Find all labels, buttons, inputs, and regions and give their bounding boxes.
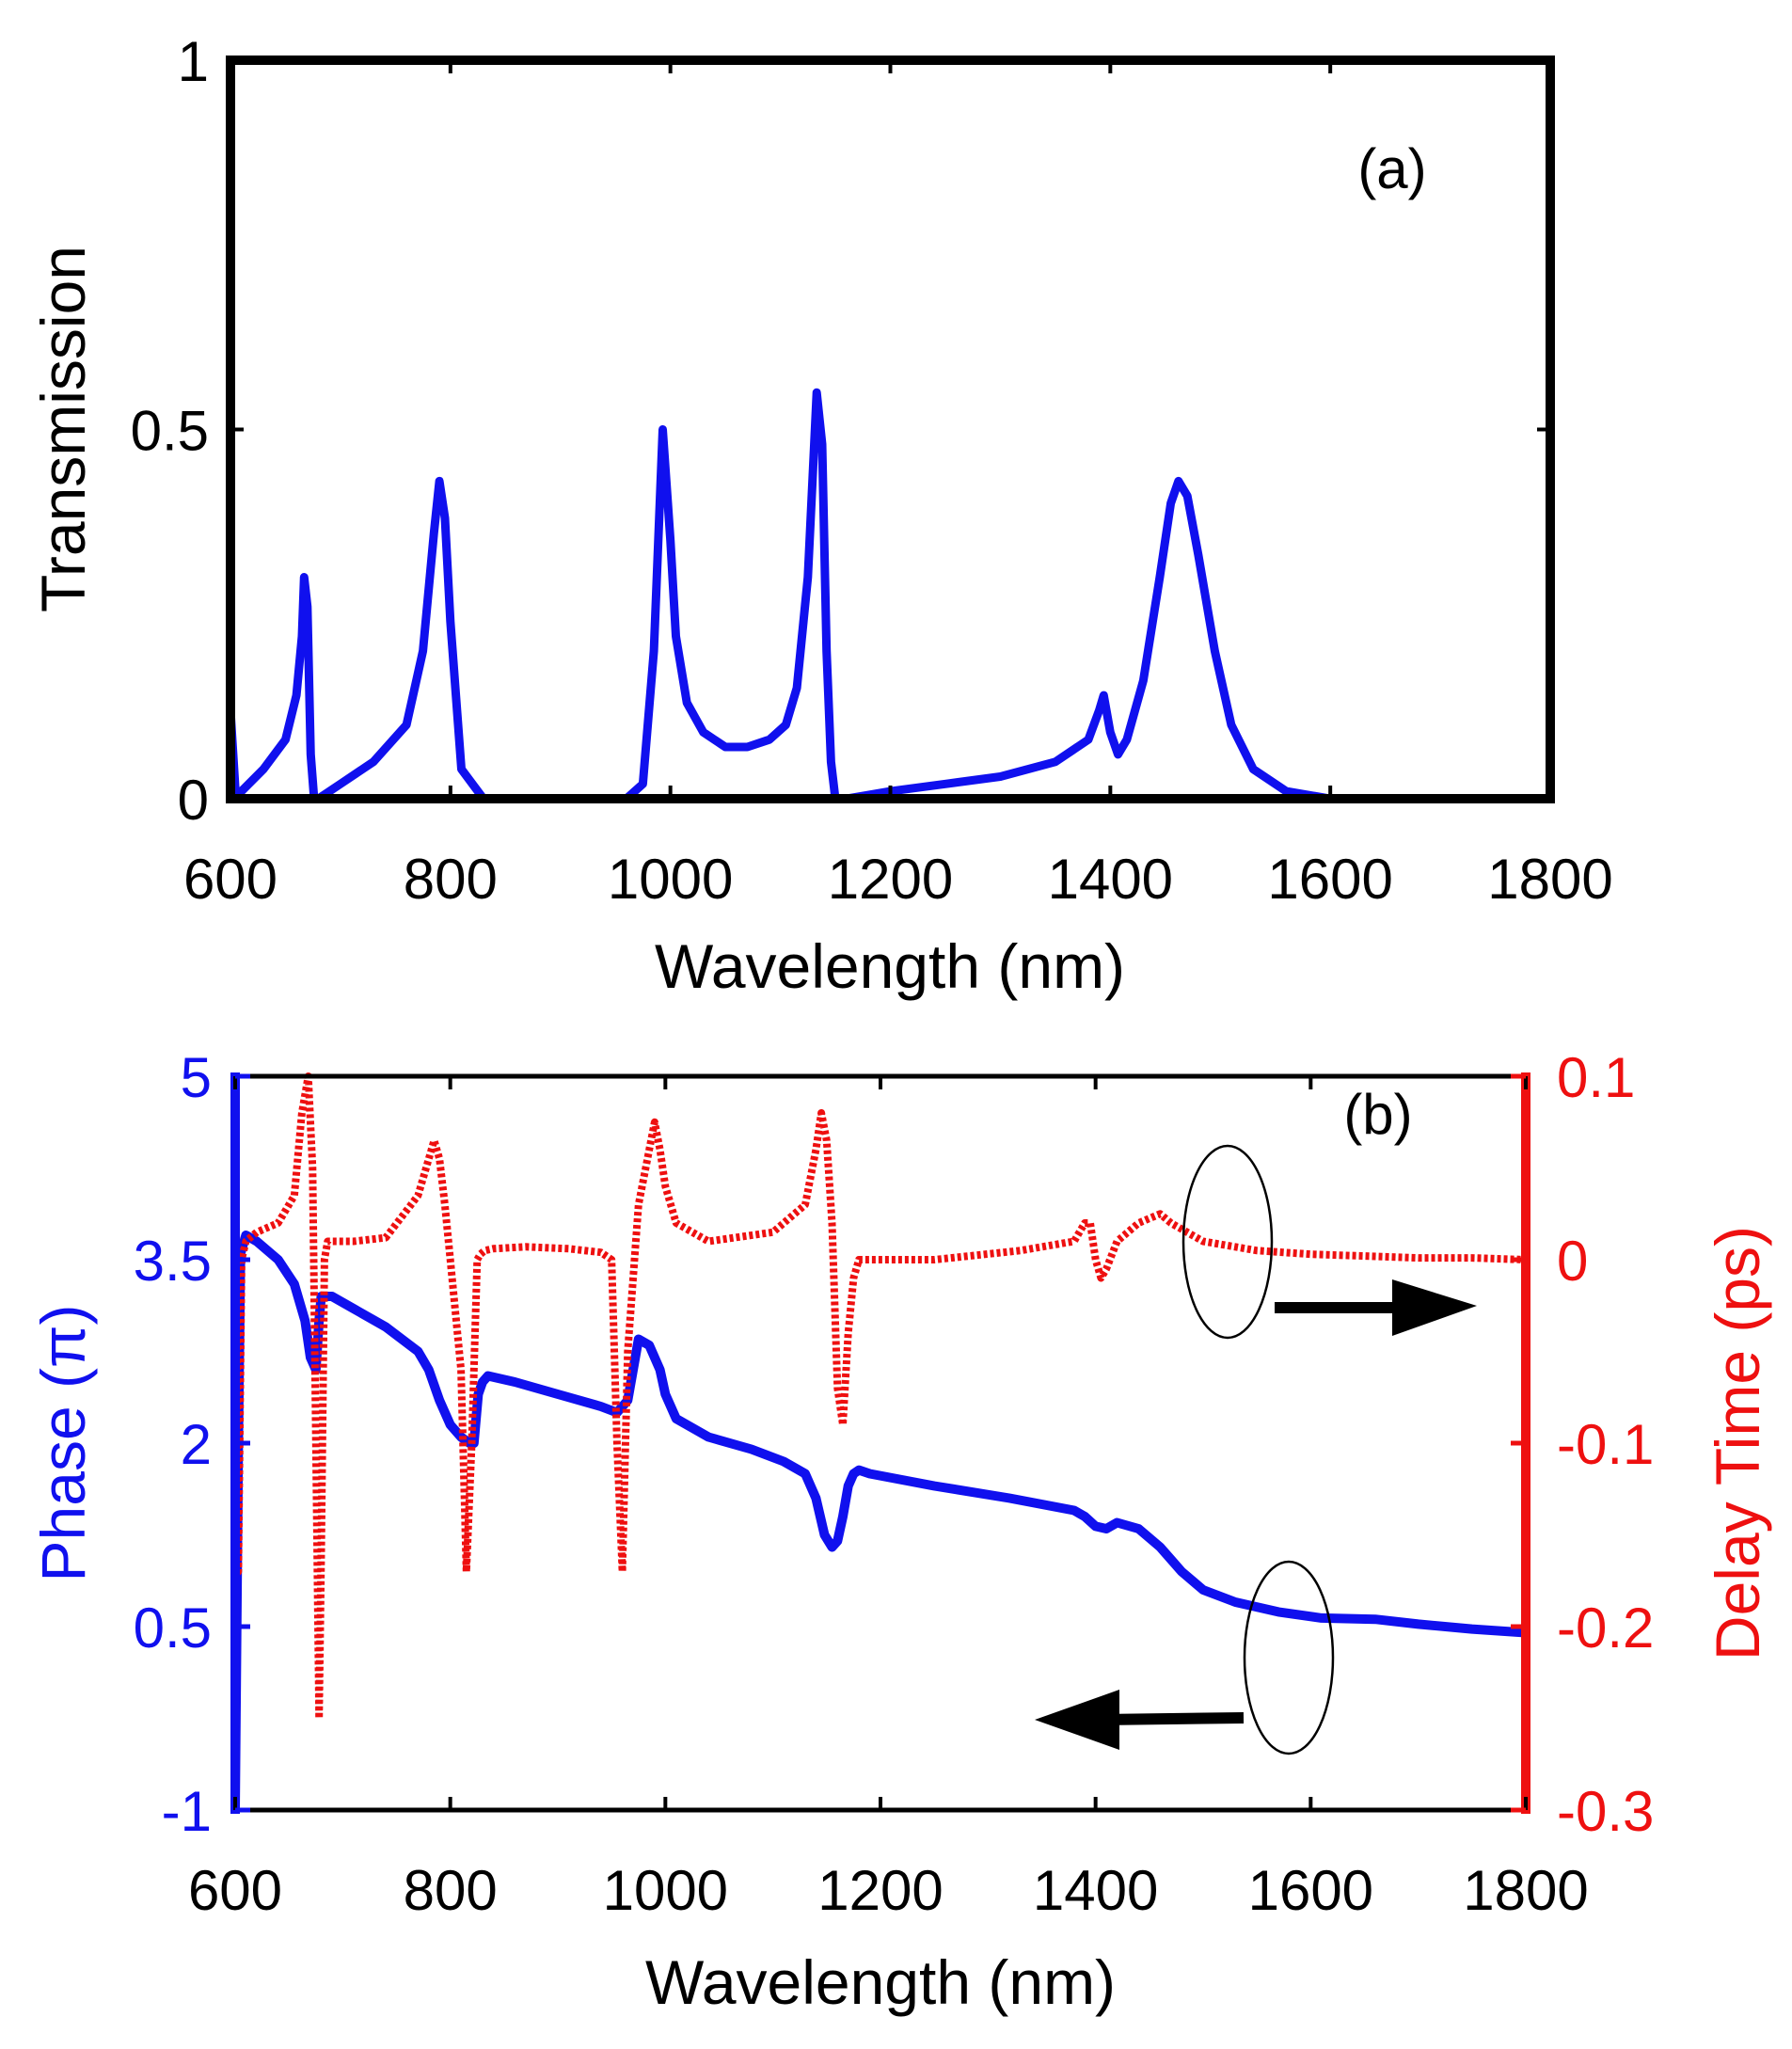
right-y-tick-label: 0.1 <box>1557 1046 1635 1109</box>
transmission-x-ticks: 600 800 1000 1200 1400 1600 1800 <box>183 60 1613 911</box>
y-tick-label: 0.5 <box>131 400 209 463</box>
right-y-tick-label: -0.2 <box>1557 1596 1654 1660</box>
panel-label-a: (a) <box>1357 137 1426 200</box>
y-tick-label: 0 <box>178 769 209 832</box>
phase-annotation-arrow-shaft <box>1100 1712 1245 1725</box>
x-tick-label: 600 <box>188 1859 282 1922</box>
x-tick-label: 1800 <box>1487 848 1612 911</box>
x-tick-label: 1000 <box>603 1859 728 1922</box>
transmission-y-axis-label: Transmission <box>28 246 98 612</box>
phase-curve-annotation <box>1035 1560 1335 1755</box>
left-y-tick-label: 2 <box>181 1413 212 1476</box>
x-tick-label: 600 <box>183 848 278 911</box>
transmission-y-ticks: 00.51 <box>131 30 1550 832</box>
x-tick-label: 1400 <box>1048 848 1173 911</box>
delay-annotation-ellipse <box>1181 1144 1274 1340</box>
x-tick-label: 800 <box>404 1859 498 1922</box>
transmission-x-axis-label: Wavelength (nm) <box>655 931 1125 1001</box>
left-y-tick-label: 3.5 <box>134 1230 212 1293</box>
phase-annotation-ellipse <box>1243 1560 1335 1755</box>
arrow-left-icon <box>1035 1690 1119 1750</box>
delay-y-axis-label: Delay Time (ps) <box>1703 1226 1772 1660</box>
delay-y-ticks: -0.3 -0.2 -0.1 0 0.1 <box>1511 1046 1654 1843</box>
delay-series-line <box>231 1072 1527 1723</box>
panel-label-b: (b) <box>1343 1083 1412 1146</box>
phase-y-axis-label: Phase (π) <box>28 1305 98 1582</box>
phase-series-line <box>230 1231 1527 1811</box>
x-tick-label: 1200 <box>828 848 953 911</box>
x-tick-label: 1600 <box>1248 1859 1373 1922</box>
x-tick-label: 1600 <box>1267 848 1392 911</box>
x-tick-label: 1400 <box>1033 1859 1158 1922</box>
left-y-tick-label: 5 <box>181 1046 212 1109</box>
delay-curve-annotation <box>1181 1144 1477 1340</box>
arrow-right-icon <box>1392 1279 1477 1336</box>
right-y-tick-label: 0 <box>1557 1230 1588 1293</box>
phase-delay-axes-frame <box>232 1073 1529 1813</box>
x-tick-label: 1800 <box>1463 1859 1588 1922</box>
left-y-tick-label: 0.5 <box>134 1596 212 1660</box>
transmission-chart: 600 800 1000 1200 1400 1600 1800 00.51 Wavelen… <box>28 30 1613 1001</box>
x-tick-label: 1200 <box>817 1859 943 1922</box>
transmission-axes-frame <box>226 56 1555 803</box>
x-tick-label: 1000 <box>608 848 733 911</box>
right-y-tick-label: -0.3 <box>1557 1780 1654 1843</box>
phase-delay-x-ticks: 600 800 1000 1200 1400 1600 1800 <box>188 1076 1589 1922</box>
left-y-tick-label: -1 <box>162 1780 212 1843</box>
right-y-tick-label: -0.1 <box>1557 1413 1654 1476</box>
phase-delay-plot-area <box>230 1072 1527 1811</box>
transmission-series-line <box>226 388 1489 803</box>
transmission-plot-area <box>226 388 1489 803</box>
x-tick-label: 800 <box>404 848 498 911</box>
phase-delay-chart: 600 800 1000 1200 1400 1600 1800 -1 0.5 2 3.5 5 -0… <box>28 1046 1772 2017</box>
y-tick-label: 1 <box>178 30 209 93</box>
phase-delay-x-axis-label: Wavelength (nm) <box>645 1947 1116 2017</box>
phase-y-ticks: -1 0.5 2 3.5 5 <box>134 1046 250 1843</box>
